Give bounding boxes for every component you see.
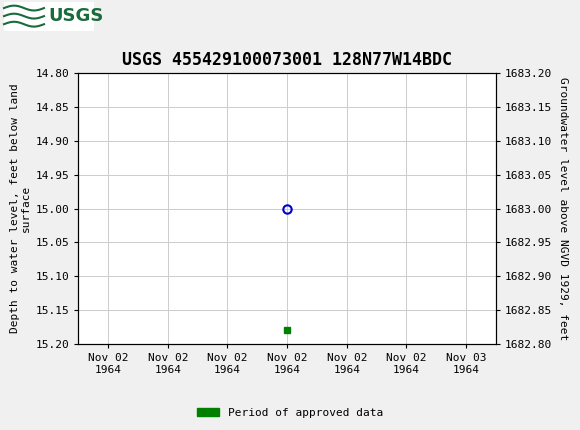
Bar xyxy=(4,2,94,31)
Y-axis label: Groundwater level above NGVD 1929, feet: Groundwater level above NGVD 1929, feet xyxy=(558,77,568,340)
Text: USGS: USGS xyxy=(48,7,103,25)
Y-axis label: Depth to water level, feet below land
surface: Depth to water level, feet below land su… xyxy=(10,84,31,333)
Legend: Period of approved data: Period of approved data xyxy=(193,403,387,422)
Title: USGS 455429100073001 128N77W14BDC: USGS 455429100073001 128N77W14BDC xyxy=(122,51,452,69)
